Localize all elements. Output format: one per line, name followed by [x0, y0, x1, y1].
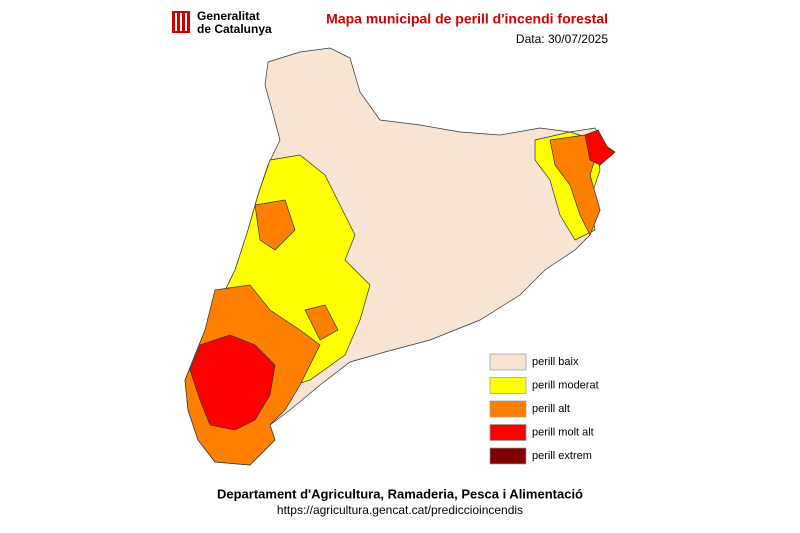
region-high-w — [254, 199, 296, 251]
logo-stripe — [180, 13, 182, 31]
legend-label: perill extrem — [532, 450, 592, 462]
region-veryhigh — [189, 334, 276, 431]
region-extreme-ne — [584, 129, 616, 166]
legend: perill baix perill moderat perill alt peril… — [489, 353, 599, 465]
footer-url: https://agricultura.gencat.cat/prediccio… — [277, 503, 523, 517]
map-title: Mapa municipal de perill d'incendi fores… — [326, 11, 608, 27]
legend-label: perill molt alt — [532, 426, 594, 438]
logo-stripe — [175, 13, 177, 31]
legend-swatch — [489, 424, 527, 441]
region-high-c — [304, 304, 339, 341]
logo: Generalitat de Catalunya — [172, 9, 272, 36]
footer-department: Departament d'Agricultura, Ramaderia, Pe… — [217, 486, 583, 501]
legend-label: perill baix — [532, 356, 579, 368]
legend-swatch — [489, 400, 527, 418]
map-date: Data: 30/07/2025 — [516, 32, 608, 46]
logo-text: de Catalunya — [197, 22, 272, 36]
legend-label: perill alt — [532, 403, 570, 415]
legend-swatch — [489, 447, 527, 465]
logo-stripe — [185, 13, 187, 31]
legend-swatch — [489, 377, 527, 394]
map — [184, 47, 616, 466]
legend-label: perill moderat — [532, 379, 599, 391]
legend-swatch — [489, 353, 527, 371]
logo-text: Generalitat — [197, 9, 260, 23]
